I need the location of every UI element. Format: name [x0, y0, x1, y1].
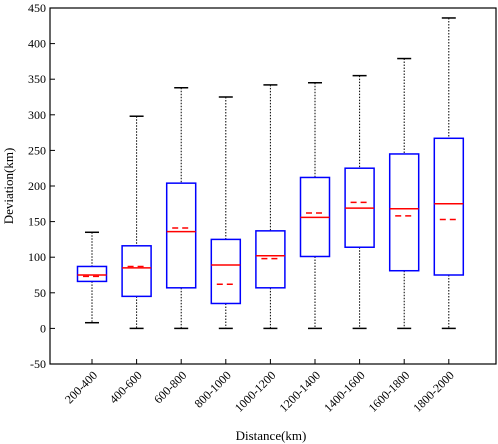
y-tick-label: 50: [34, 286, 46, 300]
y-axis: -50 0 50 100 150 200 250 300 350 400 450: [28, 1, 55, 371]
box-group: [165, 86, 197, 330]
y-tick-label: 100: [28, 250, 46, 264]
x-tick-label: 1200-1400: [276, 368, 323, 415]
x-tick-label: 1800-2000: [410, 368, 457, 415]
y-tick-label: 150: [28, 215, 46, 229]
y-tick-label: 200: [28, 179, 46, 193]
y-tick-label: -50: [30, 357, 46, 371]
x-tick-label: 200-400: [62, 368, 100, 406]
x-axis-label: Distance(km): [236, 428, 307, 443]
box-group: [344, 74, 375, 330]
y-axis-label: Deviation(km): [1, 148, 16, 225]
x-tick-label: 600-800: [151, 368, 189, 406]
x-tick-label: 1400-1600: [321, 368, 368, 415]
y-tick-label: 450: [28, 1, 46, 15]
box-group: [121, 115, 152, 330]
y-tick-label: 0: [40, 321, 46, 335]
y-tick-label: 250: [28, 143, 46, 157]
x-tick-label: 800-1000: [191, 368, 233, 410]
box-group: [76, 231, 108, 324]
iqr-box: [121, 245, 152, 298]
iqr-box: [255, 230, 286, 289]
box-group: [433, 17, 465, 330]
iqr-box: [76, 265, 108, 283]
box-group: [388, 57, 420, 330]
x-tick-label: 400-600: [107, 368, 145, 406]
iqr-box: [433, 137, 465, 276]
x-tick-label: 1000-1200: [232, 368, 279, 415]
box-group: [299, 82, 331, 330]
y-tick-label: 350: [28, 72, 46, 86]
x-axis: 200-400 400-600 600-800 800-10001000-120012…: [62, 359, 457, 415]
x-tick-label: 1600-1800: [366, 368, 413, 415]
box-group: [255, 84, 286, 330]
iqr-box: [165, 182, 197, 289]
y-tick-label: 300: [28, 108, 46, 122]
plot-frame: [49, 7, 497, 365]
boxes-layer: [76, 17, 465, 330]
iqr-box: [388, 153, 420, 272]
y-tick-label: 400: [28, 37, 46, 51]
box-group: [210, 96, 242, 330]
iqr-box: [210, 238, 242, 305]
